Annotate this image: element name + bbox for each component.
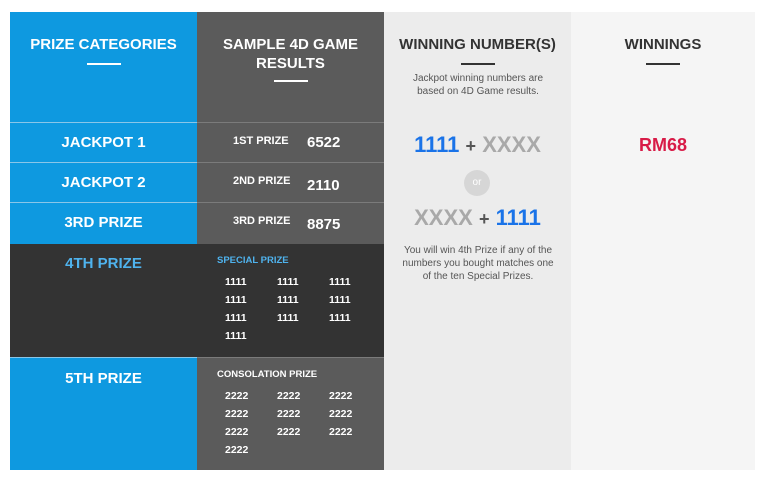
consolation-number: 2222 bbox=[277, 390, 301, 402]
plus-sign: + bbox=[465, 136, 477, 156]
combo-number: XXXX bbox=[482, 132, 541, 157]
consolation-number: 2222 bbox=[225, 390, 249, 402]
winnings-title: WINNINGS bbox=[624, 36, 702, 53]
sample-results-title: SAMPLE 4D GAME RESULTS bbox=[222, 36, 358, 72]
category-row-3rd-prize: 3RD PRIZE bbox=[10, 202, 197, 244]
header-divider bbox=[646, 63, 680, 65]
header-divider bbox=[86, 63, 121, 65]
consolation-number: 2222 bbox=[225, 444, 249, 456]
fourth-prize-note: You will win 4th Prize if any of the num… bbox=[402, 245, 554, 282]
special-number: 1111 bbox=[225, 294, 247, 306]
special-number: 1111 bbox=[329, 294, 351, 306]
or-badge: or bbox=[464, 170, 490, 196]
category-label: 5TH PRIZE bbox=[65, 370, 142, 387]
result-row-1st: 1ST PRIZE 6522 bbox=[197, 122, 384, 162]
combo-2: XXXX + 1111 bbox=[384, 205, 571, 231]
category-label-4th-prize: 4TH PRIZE bbox=[65, 255, 142, 272]
combo-1: 1111 + XXXX bbox=[384, 132, 571, 158]
prize-number: 6522 bbox=[307, 134, 341, 151]
consolation-numbers-grid: 2222 2222 2222 2222 2222 2222 2222 2222 … bbox=[225, 390, 375, 457]
plus-sign: + bbox=[478, 209, 490, 229]
header-divider bbox=[460, 63, 495, 65]
result-row-2nd: 2ND PRIZE 2110 bbox=[197, 162, 384, 202]
prize-number: 8875 bbox=[307, 216, 341, 233]
special-number: 1111 bbox=[329, 312, 351, 324]
prize-categories-title: PRIZE CATEGORIES bbox=[30, 36, 177, 53]
category-label: JACKPOT 1 bbox=[61, 134, 146, 151]
prize-label: 1ST PRIZE bbox=[233, 135, 289, 147]
winning-numbers-header: WINNING NUMBER(S) bbox=[384, 12, 571, 122]
prize-table: PRIZE CATEGORIES JACKPOT 1 JACKPOT 2 3RD… bbox=[10, 12, 755, 470]
prize-label: 3RD PRIZE bbox=[233, 215, 291, 227]
winnings-header: WINNINGS bbox=[571, 12, 755, 122]
sample-results-header: SAMPLE 4D GAME RESULTS bbox=[197, 12, 384, 122]
sample-results-column: SAMPLE 4D GAME RESULTS 1ST PRIZE 6522 2N… bbox=[197, 12, 384, 470]
consolation-number: 2222 bbox=[277, 426, 301, 438]
winning-numbers-column: WINNING NUMBER(S) Jackpot winning number… bbox=[384, 12, 571, 470]
category-label: JACKPOT 2 bbox=[61, 174, 146, 191]
consolation-prize-block: CONSOLATION PRIZE 2222 2222 2222 2222 22… bbox=[197, 357, 384, 470]
prize-categories-header: PRIZE CATEGORIES bbox=[10, 12, 197, 122]
category-label: 3RD PRIZE bbox=[64, 214, 143, 231]
consolation-prize-title: CONSOLATION PRIZE bbox=[217, 369, 318, 380]
combo-number: 1111 bbox=[495, 205, 541, 230]
header-divider bbox=[273, 80, 308, 82]
jackpot-note: Jackpot winning numbers are based on 4D … bbox=[412, 73, 544, 97]
winnings-amount: RM68 bbox=[638, 135, 687, 155]
special-number: 1111 bbox=[225, 276, 247, 288]
combo-number: XXXX bbox=[414, 205, 473, 230]
prize-categories-column: PRIZE CATEGORIES JACKPOT 1 JACKPOT 2 3RD… bbox=[10, 12, 197, 470]
consolation-number: 2222 bbox=[329, 408, 353, 420]
special-number: 1111 bbox=[225, 312, 247, 324]
winnings-column: WINNINGS RM68 bbox=[571, 12, 755, 470]
consolation-number: 2222 bbox=[225, 426, 249, 438]
consolation-number: 2222 bbox=[225, 408, 249, 420]
category-row-jackpot-2: JACKPOT 2 bbox=[10, 162, 197, 202]
consolation-number: 2222 bbox=[277, 408, 301, 420]
consolation-number: 2222 bbox=[329, 426, 353, 438]
special-number: 1111 bbox=[277, 312, 299, 324]
category-row-jackpot-1: JACKPOT 1 bbox=[10, 122, 197, 162]
prize-label: 2ND PRIZE bbox=[233, 175, 291, 187]
fourth-prize-band: 4TH PRIZE SPECIAL PRIZE 1111 1111 1111 1… bbox=[10, 244, 384, 357]
consolation-number: 2222 bbox=[329, 390, 353, 402]
prize-number: 2110 bbox=[307, 177, 340, 194]
winning-numbers-title: WINNING NUMBER(S) bbox=[399, 36, 556, 53]
special-number: 1111 bbox=[225, 330, 247, 342]
special-numbers-grid: 1111 1111 1111 1111 1111 1111 1111 1111 … bbox=[225, 276, 375, 343]
category-row-5th-prize: 5TH PRIZE bbox=[10, 357, 197, 470]
special-number: 1111 bbox=[277, 294, 299, 306]
special-prize-title: SPECIAL PRIZE bbox=[217, 255, 289, 266]
special-number: 1111 bbox=[329, 276, 351, 288]
combo-number: 1111 bbox=[414, 132, 460, 157]
result-row-3rd: 3RD PRIZE 8875 bbox=[197, 202, 384, 244]
special-number: 1111 bbox=[277, 276, 299, 288]
